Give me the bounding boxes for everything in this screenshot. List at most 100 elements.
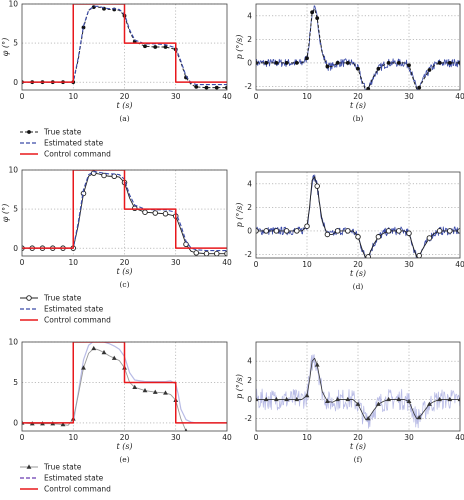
y-tick-label: 5 bbox=[13, 378, 18, 387]
series-true-state-marker bbox=[366, 86, 371, 90]
plot-area-e bbox=[22, 342, 227, 440]
series-true-state-marker bbox=[356, 66, 360, 71]
series-control-command-line bbox=[22, 342, 227, 424]
x-axis-label: t (s) bbox=[116, 442, 132, 451]
x-tick-label: 20 bbox=[353, 433, 363, 442]
y-tick-label: 0 bbox=[247, 227, 252, 236]
x-tick-label: 30 bbox=[171, 433, 181, 442]
series-true-state-marker bbox=[325, 398, 330, 404]
series-true-state-marker bbox=[416, 415, 422, 420]
series-true-state-marker bbox=[256, 61, 258, 65]
series-true-state-marker bbox=[163, 45, 168, 49]
series-true-state-marker bbox=[355, 401, 361, 406]
legend-marker bbox=[27, 130, 31, 134]
series-true-state-marker bbox=[162, 211, 169, 217]
x-tick-label: 40 bbox=[455, 260, 464, 269]
series-true-state-marker bbox=[111, 173, 117, 180]
series-true-state-marker bbox=[273, 228, 280, 234]
series-true-state-marker bbox=[101, 172, 107, 179]
series-true-state-marker bbox=[447, 396, 453, 402]
series-true-state-marker bbox=[163, 390, 168, 395]
series-true-state-marker bbox=[396, 228, 402, 234]
series-true-state-marker bbox=[437, 61, 442, 65]
legend-marker bbox=[26, 464, 32, 469]
series-true-state-marker bbox=[263, 228, 269, 234]
series-true-state-marker bbox=[283, 228, 290, 234]
plot-area-b bbox=[256, 5, 460, 90]
series-true-state-marker bbox=[345, 228, 351, 234]
y-axis-label: p (°/s) bbox=[235, 203, 244, 228]
series-true-state-marker bbox=[406, 230, 412, 237]
series-true-state-marker bbox=[183, 241, 189, 248]
x-axis-label: t (s) bbox=[116, 267, 132, 276]
y-tick-label: 2 bbox=[247, 35, 252, 44]
series-true-state-marker bbox=[437, 396, 442, 402]
legend-1: True state Estimated state Control command bbox=[20, 128, 111, 159]
panel-caption: (c) bbox=[119, 280, 129, 289]
panel-caption: (b) bbox=[353, 114, 364, 123]
x-tick-label: 20 bbox=[353, 92, 363, 101]
legend-label: Estimated state bbox=[44, 139, 104, 148]
series-true-state-marker bbox=[315, 16, 320, 21]
series-true-state-marker bbox=[294, 61, 299, 65]
x-tick-label: 10 bbox=[68, 92, 78, 101]
x-tick-label: 40 bbox=[222, 258, 232, 267]
y-tick-label: 10 bbox=[8, 0, 18, 9]
series-control-command-line bbox=[22, 4, 227, 83]
plot-area-f bbox=[256, 354, 460, 429]
series-true-state-marker bbox=[142, 387, 148, 393]
panel-e: 0 10 20 30 40 0 5 10 t (s) (e) bbox=[8, 338, 232, 464]
axes-frame bbox=[255, 171, 461, 259]
x-tick-label: 30 bbox=[404, 92, 414, 101]
series-true-state-marker bbox=[153, 45, 158, 49]
series-true-state-marker bbox=[274, 61, 279, 65]
series-true-state-marker bbox=[345, 61, 350, 65]
series-true-state-marker bbox=[101, 349, 107, 355]
series-true-state-marker bbox=[304, 223, 310, 229]
x-tick-label: 40 bbox=[455, 92, 464, 101]
series-control-command-line bbox=[22, 170, 227, 249]
x-tick-label: 0 bbox=[20, 433, 25, 442]
y-tick-label: 4 bbox=[247, 11, 252, 20]
series-true-state-marker bbox=[457, 228, 460, 234]
series-true-state-line bbox=[22, 348, 187, 431]
x-tick-label: 0 bbox=[254, 260, 259, 269]
series-true-state-marker bbox=[406, 398, 412, 404]
series-true-state-marker bbox=[345, 396, 351, 402]
series-estimated-state-line bbox=[256, 354, 460, 429]
y-tick-label: 0 bbox=[247, 395, 252, 404]
series-true-state-marker bbox=[294, 396, 300, 402]
series-true-state-marker bbox=[284, 396, 289, 402]
legend-marker bbox=[26, 295, 32, 301]
series-true-state-marker bbox=[458, 61, 460, 65]
series-true-state-marker bbox=[60, 421, 66, 427]
series-true-state-marker bbox=[335, 61, 340, 65]
series-true-state-marker bbox=[284, 61, 289, 65]
series-true-state-marker bbox=[214, 250, 220, 256]
x-tick-label: 0 bbox=[254, 92, 259, 101]
series-true-state-marker bbox=[335, 396, 340, 402]
series-true-state-marker bbox=[204, 436, 209, 440]
x-tick-label: 10 bbox=[302, 92, 312, 101]
x-tick-label: 10 bbox=[68, 258, 78, 267]
panel-caption: (d) bbox=[353, 282, 364, 291]
x-tick-label: 30 bbox=[171, 258, 181, 267]
series-estimated-state-line bbox=[22, 171, 227, 252]
series-true-state-marker bbox=[304, 392, 310, 398]
x-tick-label: 10 bbox=[302, 433, 312, 442]
series-true-state-marker bbox=[427, 68, 432, 72]
panel-f: 0 10 20 30 40 -2 0 2 4 t (s) p (°/s) (f) bbox=[235, 341, 464, 464]
y-tick-label: -2 bbox=[245, 82, 253, 91]
series-true-state-marker bbox=[447, 228, 453, 234]
series-true-state-marker bbox=[396, 396, 402, 402]
panel-a: 0 10 20 30 40 0 5 10 t (s) φ (°) (a) bbox=[1, 0, 232, 123]
x-tick-label: 40 bbox=[455, 433, 464, 442]
y-tick-label: 4 bbox=[247, 179, 252, 188]
y-tick-label: 2 bbox=[247, 376, 252, 385]
series-true-state-marker bbox=[264, 61, 269, 65]
series-true-state-marker bbox=[426, 235, 433, 241]
series-true-state-marker bbox=[152, 389, 158, 394]
